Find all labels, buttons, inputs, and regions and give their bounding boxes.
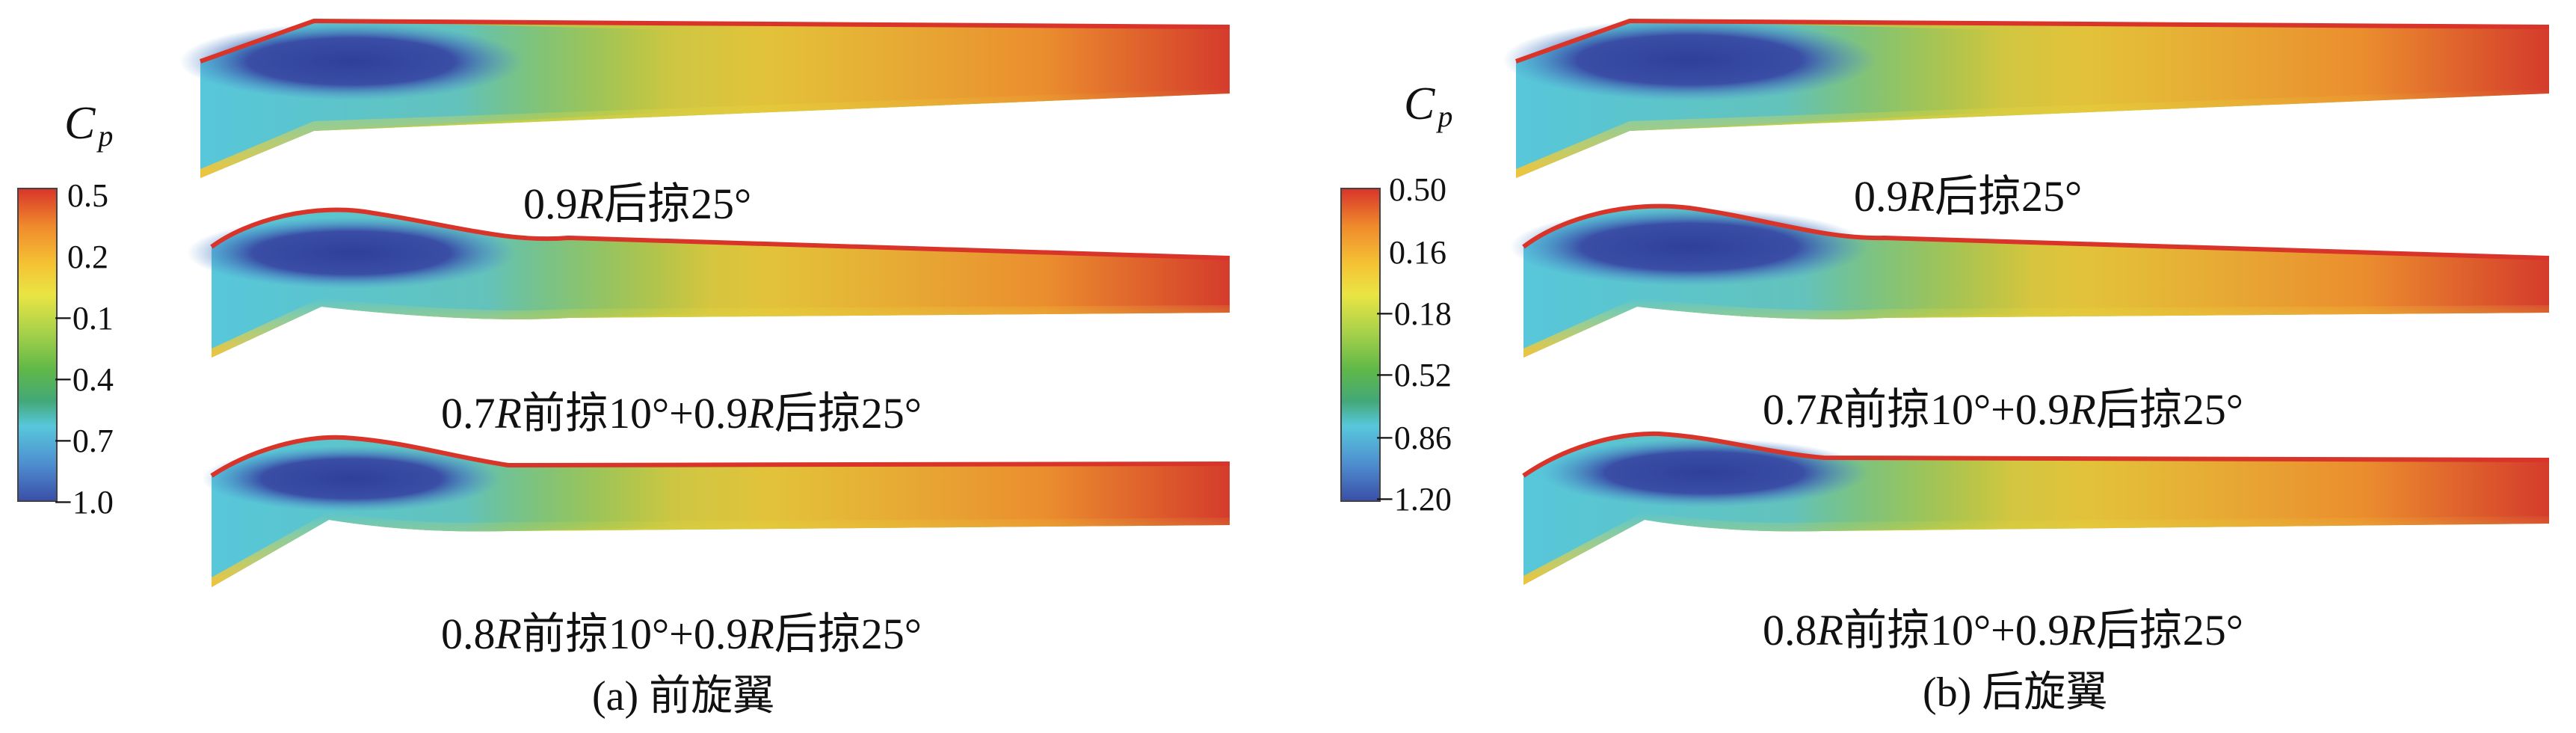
blade-caption-3: 0.8R前掠10°+0.9R后掠25° (1763, 606, 2243, 654)
colorbar (1340, 188, 1381, 502)
blade-caption-1: 0.9R后掠25° (523, 180, 752, 228)
colorbar-tick: 0.2 (67, 239, 108, 275)
blade-caption-2: 0.7R前掠10°+0.9R后掠25° (441, 389, 922, 438)
colorbar-tick: 0.5 (67, 177, 108, 214)
colorbar-gradient (17, 188, 58, 502)
colorbar-tick: −0.7 (54, 423, 114, 459)
panel-caption: (a) 前旋翼 (592, 673, 775, 720)
colorbar-tick: −0.1 (54, 300, 114, 337)
colorbar-tick: −0.4 (54, 361, 114, 398)
blade-contour-1 (179, 18, 1230, 178)
blade-contour-2 (187, 207, 1230, 358)
colorbar (17, 188, 58, 502)
colorbar-gradient (1340, 188, 1381, 502)
blade-contour-1 (1503, 18, 2550, 178)
colorbar-tick: −0.52 (1375, 357, 1452, 393)
blade-caption-2: 0.7R前掠10°+0.9R后掠25° (1763, 385, 2243, 434)
blade-caption-3: 0.8R前掠10°+0.9R后掠25° (441, 610, 922, 658)
colorbar-tick: −1.20 (1375, 481, 1452, 518)
colorbar-tick: 0.50 (1389, 171, 1446, 208)
blade-contour-2 (1510, 203, 2550, 358)
blade-contour-3 (202, 435, 1230, 587)
panel-caption: (b) 后旋翼 (1923, 669, 2108, 716)
colorbar-tick: −0.86 (1375, 420, 1452, 456)
blade-caption-1: 0.9R后掠25° (1854, 172, 2083, 221)
colorbar-tick: −1.0 (54, 484, 114, 521)
colorbar-tick: 0.16 (1389, 234, 1446, 271)
colorbar-tick: −0.18 (1375, 295, 1452, 332)
blade-contour-3 (1522, 431, 2550, 585)
